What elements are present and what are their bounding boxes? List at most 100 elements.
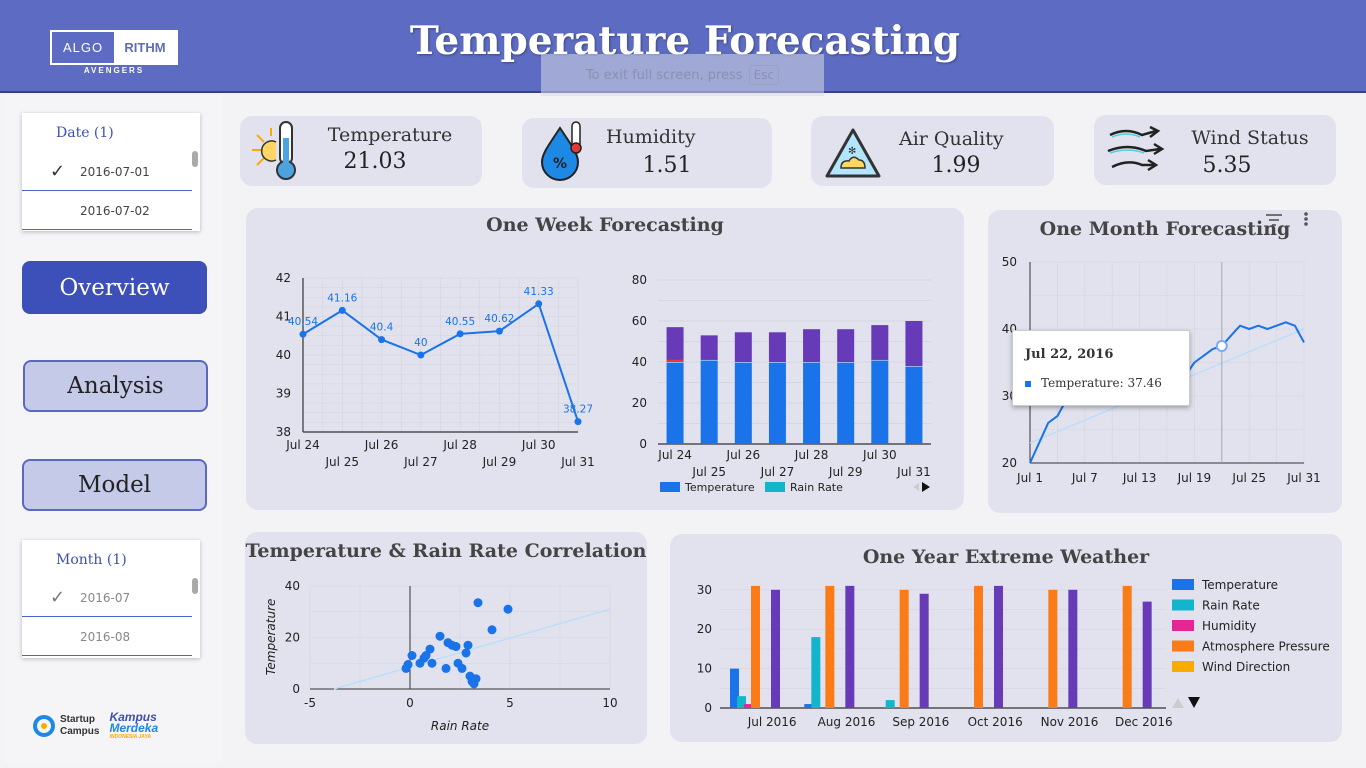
x-tick-label: Jul 31: [1286, 471, 1321, 485]
bar-segment[interactable]: [700, 359, 718, 444]
data-point[interactable]: [451, 642, 461, 652]
data-point[interactable]: [378, 336, 386, 344]
bar-segment[interactable]: [871, 359, 889, 444]
model-button[interactable]: Model: [22, 459, 207, 511]
x-tick-label: Jul 25: [325, 455, 360, 469]
bar[interactable]: [751, 585, 760, 708]
data-point[interactable]: [425, 644, 435, 654]
month-option-label: 2016-08: [80, 630, 131, 644]
chart-toolbar: [1266, 212, 1308, 226]
bar-segment[interactable]: [734, 332, 752, 362]
data-point[interactable]: [495, 327, 503, 335]
bar-segment[interactable]: [666, 327, 684, 360]
humidity-drop-icon: %: [540, 121, 582, 181]
legend-swatch: [1172, 620, 1194, 631]
data-point[interactable]: [535, 300, 543, 308]
bar-segment[interactable]: [871, 325, 889, 360]
x-tick-label: Jul 13: [1122, 471, 1157, 485]
bar-segment[interactable]: [905, 321, 923, 367]
bar[interactable]: [994, 585, 1003, 708]
correlation-scatter-chart[interactable]: -5 0 5 10 40 20 0 Rain Rate Temperature: [245, 532, 647, 744]
bar[interactable]: [811, 637, 821, 708]
analysis-button[interactable]: Analysis: [23, 360, 208, 412]
bar[interactable]: [737, 696, 746, 708]
month-filter-option[interactable]: ✓ 2016-07: [22, 579, 192, 617]
data-label: 40: [414, 337, 427, 349]
data-point[interactable]: [427, 658, 437, 668]
bar-segment[interactable]: [837, 362, 855, 444]
date-filter-title: Date (1): [56, 125, 114, 141]
data-point[interactable]: [417, 351, 425, 359]
bar[interactable]: [919, 593, 929, 708]
legend-next-icon[interactable]: [1188, 697, 1200, 708]
wind-icon: [1107, 125, 1165, 172]
data-label: 40.55: [445, 316, 475, 328]
data-point[interactable]: [503, 604, 513, 614]
bar-segment[interactable]: [666, 362, 684, 444]
data-point[interactable]: [403, 660, 413, 670]
bar-segment[interactable]: [768, 332, 786, 362]
data-point[interactable]: [457, 663, 467, 673]
data-point[interactable]: [574, 418, 582, 426]
date-filter-scrollbar[interactable]: [192, 151, 198, 167]
x-tick-label: Jul 31: [560, 455, 595, 469]
legend-prev-icon[interactable]: [1172, 698, 1184, 708]
bar[interactable]: [730, 668, 739, 708]
bar[interactable]: [744, 704, 753, 708]
bar-segment[interactable]: [700, 335, 718, 360]
bar[interactable]: [845, 585, 855, 708]
date-option-label: 2016-07-02: [80, 204, 150, 218]
month-filter[interactable]: Month (1) ✓ 2016-07 2016-08: [22, 540, 200, 658]
legend-prev-icon[interactable]: [913, 483, 919, 491]
date-filter-option[interactable]: 2016-07-02: [22, 192, 192, 230]
hover-point[interactable]: [1215, 340, 1228, 353]
data-point[interactable]: [473, 598, 483, 608]
bar[interactable]: [974, 585, 983, 708]
month-filter-scrollbar[interactable]: [192, 578, 198, 594]
bar-segment[interactable]: [803, 329, 821, 362]
bar-segment[interactable]: [803, 362, 821, 444]
overview-button[interactable]: Overview: [22, 261, 207, 314]
date-filter-option[interactable]: ✓ 2016-07-01: [22, 153, 192, 191]
data-point[interactable]: [441, 663, 451, 673]
legend-swatch: [765, 482, 785, 492]
bar[interactable]: [885, 700, 895, 708]
data-point[interactable]: [421, 651, 431, 661]
bar[interactable]: [825, 585, 835, 708]
bar[interactable]: [1068, 589, 1078, 708]
data-point[interactable]: [456, 330, 464, 338]
bar-segment[interactable]: [905, 366, 923, 444]
data-point[interactable]: [299, 330, 307, 338]
date-filter[interactable]: Date (1) ✓ 2016-07-01 2016-07-02: [22, 113, 200, 231]
data-point[interactable]: [463, 640, 473, 650]
one-year-bar-chart[interactable]: 30 20 10 0 Jul 2016 Aug 2016 Sep 2016 Oct 2016 N…: [670, 534, 1342, 742]
x-tick-label: Jul 1: [1016, 471, 1043, 485]
bar-segment[interactable]: [666, 359, 684, 362]
x-tick-label: Jul 29: [482, 455, 517, 469]
more-options-icon[interactable]: [1304, 212, 1308, 226]
data-point[interactable]: [461, 648, 471, 658]
legend-next-icon[interactable]: [922, 482, 930, 492]
checkmark-icon: ✓: [50, 587, 66, 608]
bar-segment[interactable]: [837, 329, 855, 362]
bar[interactable]: [1142, 601, 1152, 708]
bar-segment[interactable]: [734, 362, 752, 444]
month-filter-option[interactable]: 2016-08: [22, 618, 192, 656]
data-point[interactable]: [407, 651, 417, 661]
bar[interactable]: [1122, 585, 1132, 708]
data-point[interactable]: [487, 625, 497, 635]
y-tick-label: 42: [276, 271, 291, 285]
data-point[interactable]: [338, 306, 346, 314]
data-point[interactable]: [435, 631, 445, 641]
bar[interactable]: [1048, 589, 1058, 708]
bar-segment[interactable]: [768, 362, 786, 444]
bar[interactable]: [899, 589, 909, 708]
data-point[interactable]: [471, 674, 481, 684]
bar[interactable]: [804, 704, 814, 708]
legend-swatch: [1172, 640, 1194, 652]
bar[interactable]: [771, 589, 780, 708]
filter-icon[interactable]: [1266, 214, 1282, 226]
